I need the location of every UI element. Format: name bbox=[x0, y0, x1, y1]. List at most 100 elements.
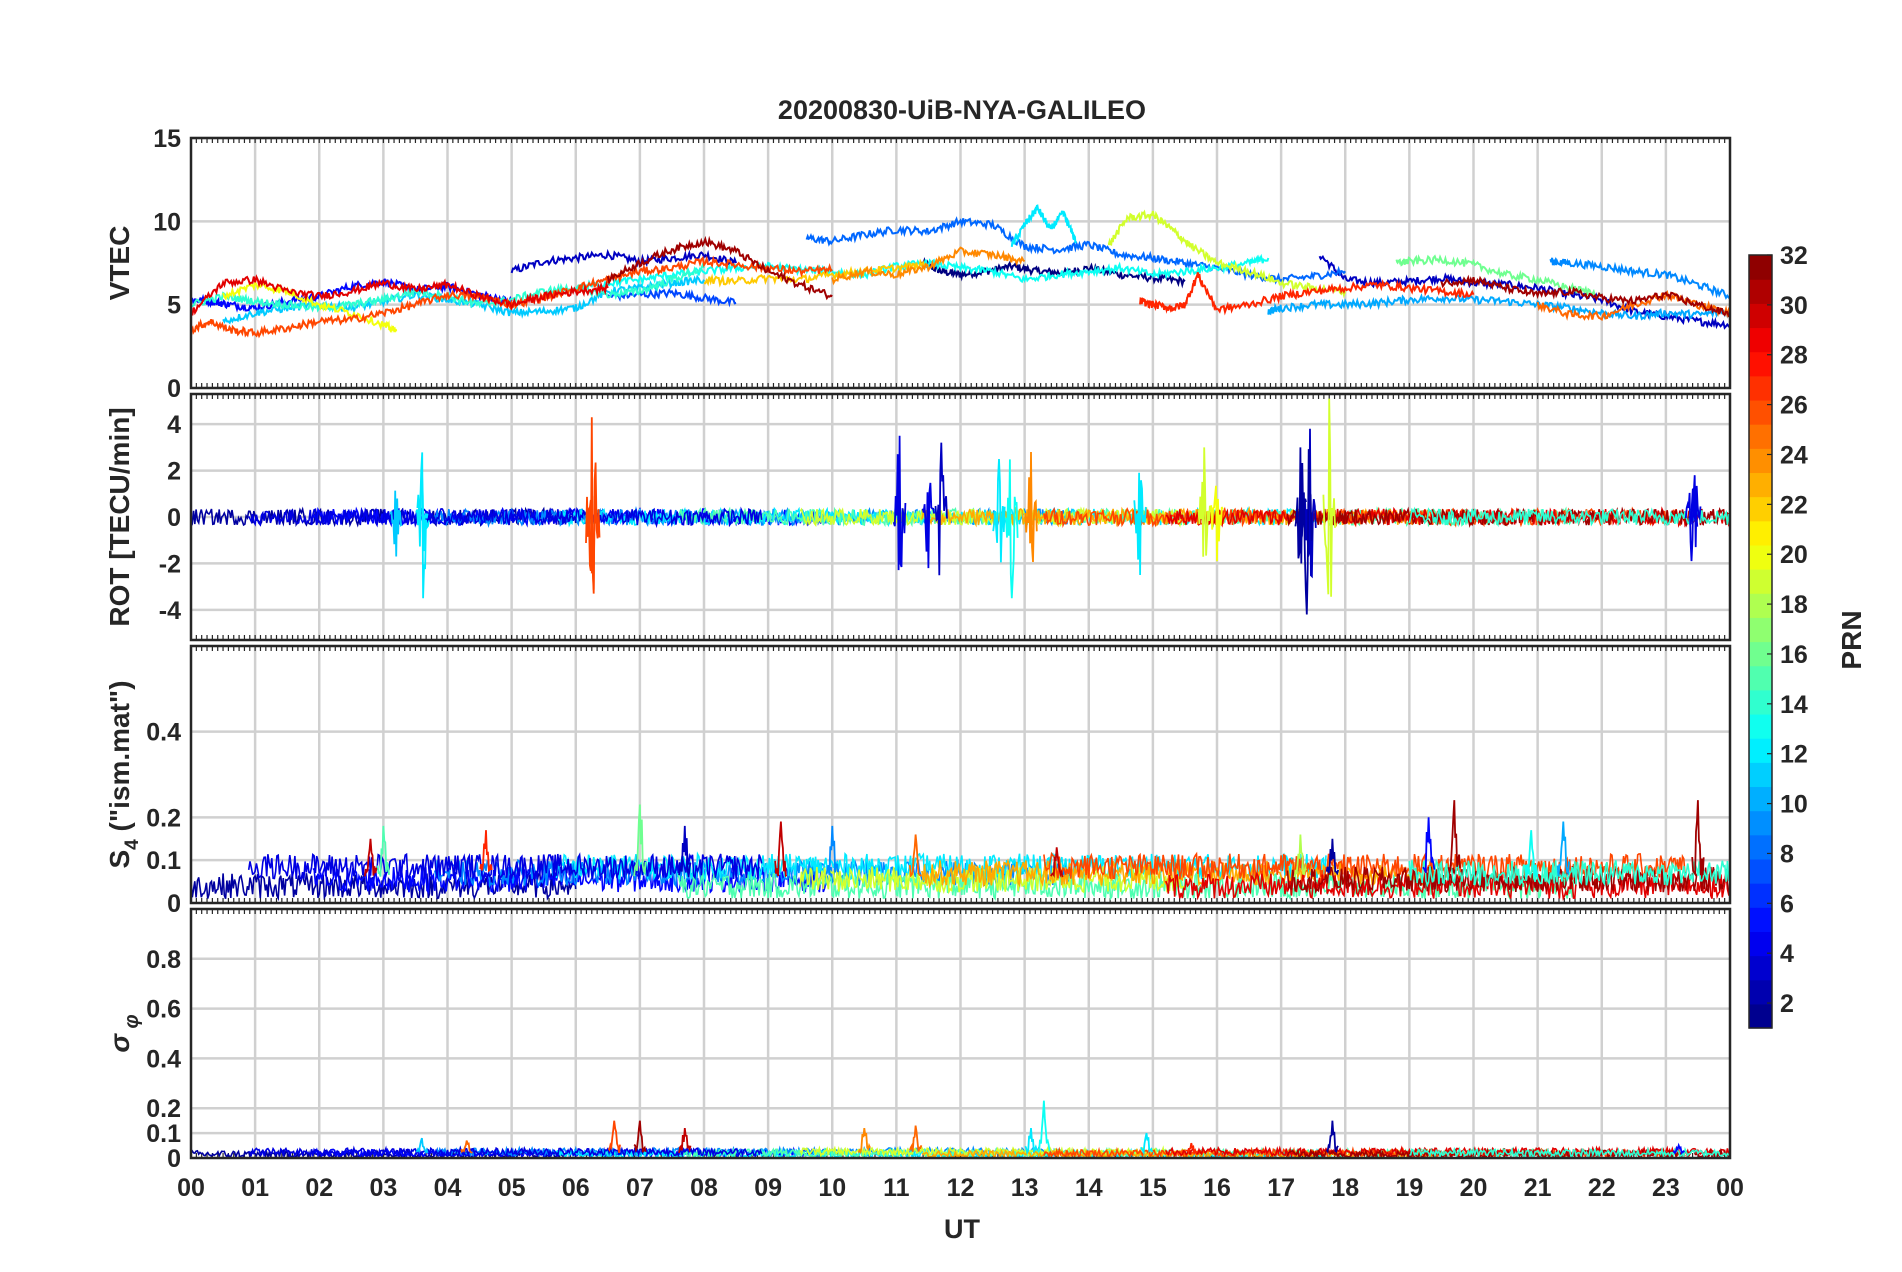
spike-prn-15 bbox=[376, 825, 390, 877]
spike-prn-13 bbox=[1524, 830, 1538, 878]
series-layer bbox=[191, 398, 1730, 615]
x-tick-label: 12 bbox=[947, 1174, 975, 1202]
spike-prn-30 bbox=[678, 1127, 692, 1154]
spike-prn-31 bbox=[1447, 800, 1461, 876]
x-tick-label: 06 bbox=[562, 1174, 590, 1202]
spike-prn-4 bbox=[892, 435, 907, 571]
colorbar-segment bbox=[1749, 569, 1772, 594]
colorbar-segment bbox=[1749, 834, 1772, 860]
plot-frame bbox=[189, 136, 1732, 390]
x-tick-label: 13 bbox=[1011, 1174, 1039, 1202]
trace-prn-19 bbox=[799, 866, 1186, 895]
x-tick-label: 09 bbox=[754, 1174, 782, 1202]
trace-prn-14 bbox=[1408, 858, 1730, 888]
spike-prn-25 bbox=[908, 1125, 923, 1152]
spike-prn-19 bbox=[1322, 398, 1336, 597]
series-line-prn-7 bbox=[607, 287, 737, 308]
trace-prn-31 bbox=[1286, 865, 1730, 895]
spike-prn-16 bbox=[633, 804, 647, 877]
colorbar-tick-label: 6 bbox=[1780, 890, 1794, 918]
spike-prn-4 bbox=[921, 482, 936, 569]
spike-prn-3 bbox=[678, 825, 692, 878]
x-tick-label: 11 bbox=[883, 1174, 910, 1202]
colorbar-segment bbox=[1749, 472, 1772, 498]
x-tick-label: 17 bbox=[1267, 1174, 1295, 1202]
colorbar-tick-label: 12 bbox=[1780, 741, 1808, 769]
colorbar-segment bbox=[1749, 448, 1772, 474]
y-tick-label: -4 bbox=[159, 597, 181, 625]
spike-prn-27 bbox=[479, 830, 493, 873]
colorbar-segment bbox=[1749, 858, 1772, 884]
x-tick-label: 08 bbox=[690, 1174, 718, 1202]
y-tick-label: 0 bbox=[167, 1145, 181, 1173]
y-tick-label: 15 bbox=[153, 125, 181, 153]
spike-prn-12 bbox=[416, 452, 430, 599]
series-line-prn-3 bbox=[510, 248, 738, 274]
y-tick-label: 0.8 bbox=[146, 946, 181, 974]
spike-prn-27 bbox=[1185, 1142, 1198, 1156]
series-layer bbox=[191, 1100, 1730, 1158]
series-line-prn-1 bbox=[921, 256, 1186, 289]
colorbar-segment bbox=[1749, 375, 1772, 401]
colorbar-tick-label: 8 bbox=[1780, 840, 1794, 868]
spike-prn-30 bbox=[363, 838, 378, 877]
series-line-prn-24 bbox=[831, 246, 1026, 286]
series-line-prn-22 bbox=[704, 258, 929, 288]
colorbar-segment bbox=[1749, 424, 1772, 449]
colorbar-segment bbox=[1749, 979, 1772, 1005]
colorbar-tick-label: 30 bbox=[1780, 292, 1808, 320]
grid bbox=[191, 909, 1730, 1158]
series-line-prn-25 bbox=[1536, 289, 1730, 321]
colorbar-segment bbox=[1749, 255, 1772, 280]
colorbar-segment bbox=[1749, 327, 1772, 353]
series-line-prn-31 bbox=[1440, 274, 1730, 318]
spike-prn-30 bbox=[1050, 847, 1064, 878]
panel-rot: -4 -2 0 2 4 ROT [TECU/min] bbox=[104, 392, 1732, 642]
spike-prn-10 bbox=[1556, 821, 1570, 877]
colorbar-segment bbox=[1749, 689, 1772, 715]
x-tick-label: 19 bbox=[1395, 1174, 1423, 1202]
spike-prn-5 bbox=[1422, 817, 1436, 873]
x-tick-label: 02 bbox=[305, 1174, 333, 1202]
spike-prn-12 bbox=[1133, 472, 1147, 576]
series-line-prn-27 bbox=[1139, 272, 1475, 316]
colorbar-segment bbox=[1749, 931, 1772, 957]
y-tick-label: 0.4 bbox=[146, 1045, 181, 1073]
y-tick-label: 0.1 bbox=[146, 847, 181, 875]
series-layer bbox=[191, 800, 1730, 902]
spike-prn-13 bbox=[1037, 1100, 1051, 1153]
panel-vtec: 0 5 10 15 VTEC bbox=[104, 125, 1732, 403]
y-tick-label: 0 bbox=[167, 375, 181, 403]
spike-prn-31 bbox=[633, 1120, 647, 1153]
x-tick-label: 04 bbox=[434, 1174, 462, 1202]
plot-frame bbox=[189, 907, 1732, 1160]
colorbar-tick-label: 32 bbox=[1780, 242, 1808, 270]
spike-prn-9 bbox=[825, 825, 839, 876]
plot-frame bbox=[189, 644, 1732, 905]
colorbar-segment bbox=[1749, 786, 1772, 812]
spike-prn-25 bbox=[460, 1140, 473, 1154]
spike-prn-24 bbox=[857, 1127, 871, 1155]
spike-prn-11 bbox=[416, 1137, 429, 1154]
colorbar-tick-label: 14 bbox=[1780, 691, 1808, 719]
y-tick-label: 0.6 bbox=[146, 996, 181, 1024]
spike-prn-26 bbox=[587, 462, 601, 594]
y-tick-label: 0.2 bbox=[146, 804, 181, 832]
spike-prn-3 bbox=[1303, 428, 1317, 579]
x-tick-label: 07 bbox=[626, 1174, 654, 1202]
spike-prn-5 bbox=[1672, 1142, 1686, 1155]
spike-prn-2 bbox=[1300, 449, 1314, 615]
colorbar-tick-label: 16 bbox=[1780, 641, 1808, 669]
y-tick-label: 10 bbox=[153, 208, 181, 236]
trace-prn-14 bbox=[1408, 506, 1730, 528]
colorbar-segment bbox=[1749, 810, 1772, 836]
spike-prn-12 bbox=[1139, 1132, 1154, 1156]
colorbar-label: PRN bbox=[1836, 610, 1867, 669]
series-line-prn-16 bbox=[1395, 254, 1603, 299]
spike-prn-12 bbox=[992, 458, 1006, 563]
colorbar-tick-label: 10 bbox=[1780, 791, 1808, 819]
y-axis-label: VTEC bbox=[104, 226, 135, 301]
panel-sigma_phi: 00.10.2 0.4 0.6 0.8 σ φ bbox=[104, 907, 1732, 1173]
series-line-prn-31 bbox=[606, 235, 833, 301]
